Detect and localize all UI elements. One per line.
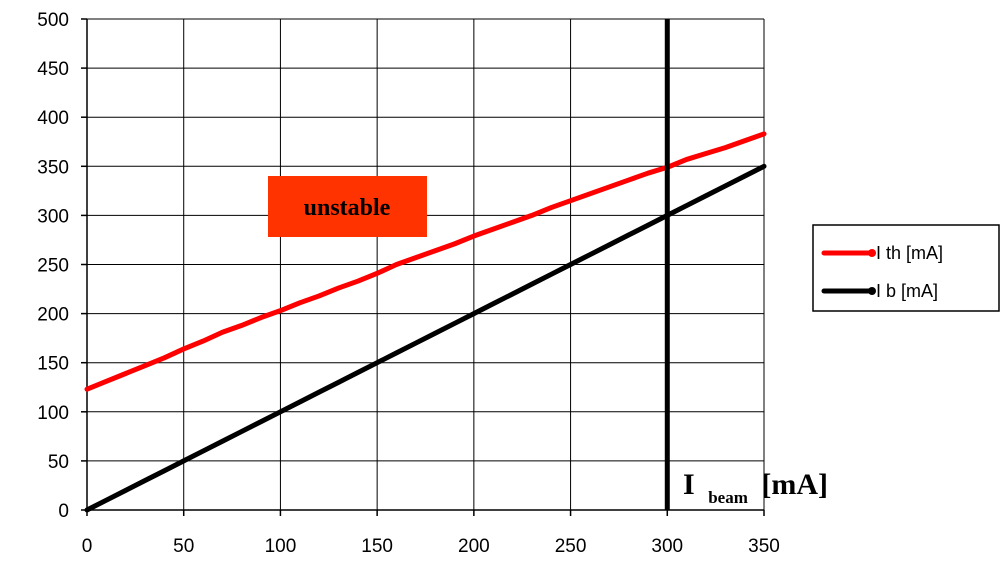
legend-box bbox=[812, 224, 1000, 312]
legend-marker-ib bbox=[868, 287, 876, 295]
y-tick-label: 200 bbox=[37, 305, 69, 326]
series-line-ith bbox=[84, 131, 767, 392]
legend: I th [mA] I b [mA] bbox=[812, 224, 1000, 312]
x-tick-label: 100 bbox=[265, 536, 297, 557]
axis-label-unit: [mA] bbox=[761, 468, 828, 501]
x-tick-label: 50 bbox=[173, 536, 194, 557]
legend-label-ib: I b [mA] bbox=[876, 281, 938, 301]
y-tick-label: 500 bbox=[37, 10, 69, 31]
axis-label-subscript: beam bbox=[708, 488, 748, 507]
x-tick-label: 250 bbox=[555, 536, 587, 557]
unstable-annotation-text: unstable bbox=[304, 195, 391, 221]
y-tick-label: 50 bbox=[48, 452, 69, 473]
axes bbox=[81, 18, 765, 516]
x-tick-label: 300 bbox=[651, 536, 683, 557]
legend-marker-ith bbox=[868, 249, 876, 257]
y-tick-label: 250 bbox=[37, 256, 69, 277]
x-tick-label: 350 bbox=[748, 536, 780, 557]
y-axis-tick-labels: 0 50 100 150 200 250 300 350 400 450 500 bbox=[37, 10, 69, 522]
y-tick-label: 150 bbox=[37, 354, 69, 375]
series-lines bbox=[84, 131, 767, 513]
x-tick-label: 0 bbox=[82, 536, 93, 557]
series-line-ib bbox=[84, 163, 767, 513]
unstable-annotation: unstable bbox=[268, 176, 427, 237]
x-tick-label: 150 bbox=[361, 536, 393, 557]
svg-text:I beam [mA]: I beam [mA] bbox=[683, 468, 828, 510]
y-tick-label: 400 bbox=[37, 108, 69, 129]
gridlines bbox=[86, 18, 765, 511]
legend-label-ith: I th [mA] bbox=[876, 243, 943, 263]
y-tick-label: 100 bbox=[37, 403, 69, 424]
y-tick-label: 300 bbox=[37, 206, 69, 227]
axis-label-main: I bbox=[683, 468, 695, 501]
plot-area: 0 50 100 150 200 250 300 350 400 450 500 0 50 100 150… bbox=[37, 10, 780, 557]
y-tick-label: 450 bbox=[37, 59, 69, 80]
y-tick-label: 350 bbox=[37, 157, 69, 178]
x-axis-tick-labels: 0 50 100 150 200 250 300 350 bbox=[82, 536, 780, 557]
x-tick-label: 200 bbox=[458, 536, 490, 557]
beam-current-axis-label: I beam [mA] bbox=[683, 468, 828, 510]
y-tick-label: 0 bbox=[58, 501, 69, 522]
unstable-annotation-box bbox=[268, 176, 427, 237]
